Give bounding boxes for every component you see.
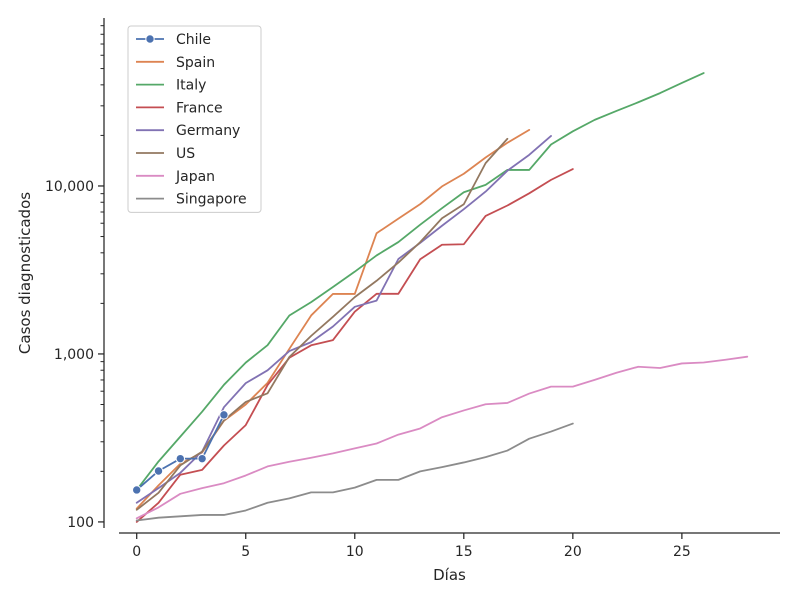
legend-item: US: [136, 146, 195, 162]
series-france: [135, 168, 574, 523]
y-minor-ticks: [100, 25, 104, 472]
series-line-chile: [135, 413, 225, 491]
x-tick-label: 10: [346, 544, 364, 560]
data-point: [219, 410, 229, 420]
legend-item: France: [136, 100, 223, 116]
legend-label: Italy: [176, 78, 206, 94]
series-japan: [135, 355, 749, 520]
x-ticks: 0 5 10 15 20 25: [132, 533, 691, 560]
series-line-germany: [135, 135, 552, 504]
y-ticks: 100 1,000 10,000: [45, 179, 104, 531]
y-tick-label: 100: [67, 515, 94, 531]
series-line-japan: [135, 355, 749, 520]
data-point: [153, 466, 164, 476]
x-tick-label: 5: [241, 544, 250, 560]
legend-item: Spain: [136, 55, 215, 71]
series-line-italy: [135, 72, 705, 491]
series-italy: [135, 72, 705, 491]
series-line-singapore: [135, 422, 574, 522]
x-tick-label: 25: [673, 544, 691, 560]
x-axis-label: Días: [433, 566, 466, 584]
legend-item: Japan: [136, 169, 215, 185]
y-tick-label: 1,000: [54, 347, 94, 363]
x-tick-label: 15: [455, 544, 473, 560]
series-singapore: [135, 422, 574, 522]
x-tick-label: 0: [132, 544, 141, 560]
series-line-us: [135, 137, 509, 511]
legend-label: Spain: [176, 55, 215, 71]
legend-label: Singapore: [176, 192, 247, 208]
legend-frame: [127, 25, 262, 213]
axes: 0 5 10 15 20 25 100 1,000 10,000: [45, 18, 780, 560]
data-point: [197, 453, 207, 464]
legend-item: Singapore: [136, 192, 247, 208]
series-line-france: [135, 168, 574, 523]
legend-label: Chile: [176, 32, 211, 48]
legend-label: Germany: [176, 123, 240, 139]
series-germany: [135, 135, 552, 504]
legend: Chile Spain Italy France Germany US Japan Singa…: [127, 25, 262, 213]
data-point: [132, 485, 142, 495]
data-point: [175, 453, 186, 464]
legend-item: Chile: [136, 32, 211, 48]
legend-marker: [145, 34, 155, 44]
legend-label: US: [176, 146, 195, 162]
y-axis-label: Casos diagnosticados: [16, 192, 34, 354]
legend-label: France: [176, 100, 223, 116]
legend-item: Germany: [136, 123, 240, 139]
x-tick-label: 20: [564, 544, 582, 560]
series-us: [135, 137, 509, 511]
series-layer: [132, 72, 749, 523]
legend-item: Italy: [136, 78, 206, 94]
legend-label: Japan: [175, 169, 215, 185]
series-chile: [132, 410, 229, 495]
y-tick-label: 10,000: [45, 179, 94, 195]
